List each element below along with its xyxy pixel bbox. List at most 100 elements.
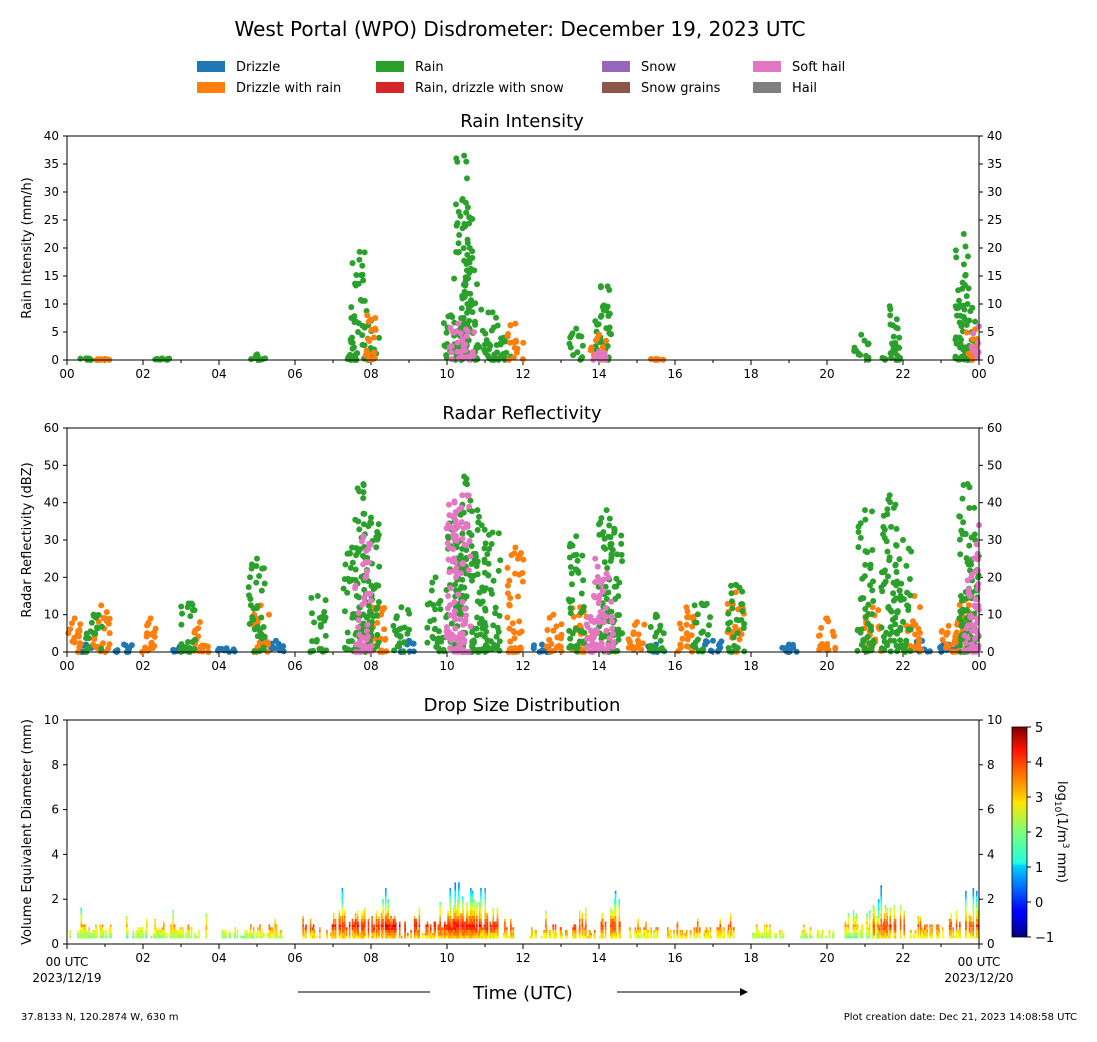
dsd-cell	[434, 935, 437, 939]
dsd-cell	[398, 935, 401, 939]
data-point	[959, 495, 966, 502]
dsd-cell	[480, 927, 482, 930]
legend-swatch	[602, 61, 630, 72]
data-point	[916, 629, 923, 636]
dsd-cell	[775, 932, 778, 936]
dsd-cell	[707, 935, 709, 939]
dsd-cell	[585, 918, 587, 922]
dsd-cell	[585, 935, 587, 939]
data-point	[961, 632, 968, 639]
data-point	[912, 631, 919, 638]
data-point	[260, 645, 267, 652]
dsd-cell	[618, 932, 621, 936]
data-point	[579, 342, 586, 349]
dsd-cell	[604, 935, 607, 939]
dsd-cell	[496, 918, 499, 922]
dsd-cell	[613, 907, 616, 911]
dsd-cell	[375, 916, 378, 919]
dsd-cell	[554, 932, 557, 936]
data-point	[608, 608, 615, 615]
dsd-cell	[385, 918, 388, 922]
dsd-cell	[190, 927, 193, 930]
data-point	[897, 592, 904, 599]
data-point	[479, 598, 486, 605]
dsd-cell	[173, 932, 176, 936]
dsd-cell	[727, 932, 729, 936]
dsd-cell	[589, 935, 591, 939]
dsd-cell	[393, 927, 396, 930]
dsd-cell	[468, 921, 471, 925]
data-point	[915, 639, 922, 646]
dsd-cell	[375, 932, 378, 936]
data-point	[197, 619, 203, 626]
dsd-cell	[579, 924, 581, 928]
dsd-cell	[108, 935, 111, 939]
data-point	[461, 152, 468, 159]
data-point	[881, 638, 888, 645]
dsd-cell	[486, 930, 489, 933]
data-point	[887, 312, 894, 319]
dsd-cell	[431, 935, 433, 939]
data-point	[361, 599, 368, 606]
dsd-cell	[319, 927, 321, 930]
dsd-cell	[439, 924, 441, 928]
dsd-cell	[720, 930, 723, 933]
data-point	[956, 536, 963, 543]
data-point	[462, 282, 469, 289]
dsd-cell	[456, 913, 458, 916]
data-point	[489, 309, 496, 316]
dsd-cell	[413, 935, 416, 939]
dsd-cell	[480, 924, 482, 928]
dsd-cell	[137, 927, 139, 930]
dsd-cell	[504, 932, 506, 936]
dsd-cell	[135, 932, 137, 936]
dsd-cell	[461, 921, 464, 925]
dsd-cell	[455, 918, 457, 922]
dsd-cell	[552, 930, 554, 933]
data-point	[460, 560, 467, 567]
dsd-cell	[144, 935, 147, 939]
dsd-cell	[489, 921, 492, 925]
dsd-cell	[456, 918, 458, 922]
data-point	[728, 582, 735, 589]
data-point	[471, 267, 478, 274]
dsd-cell	[465, 924, 468, 928]
data-point	[199, 642, 206, 649]
dsd-cell	[473, 924, 475, 928]
data-point	[974, 567, 981, 574]
dsd-cell	[473, 927, 475, 930]
dsd-cell	[614, 930, 617, 933]
data-point	[490, 324, 497, 331]
dsd-cell	[504, 930, 506, 933]
data-point	[375, 521, 382, 528]
dsd-cell	[689, 930, 692, 933]
y-tick-label: 20	[44, 570, 59, 584]
dsd-cell	[413, 924, 416, 928]
dsd-cell	[373, 930, 375, 933]
dsd-cell	[685, 930, 688, 933]
dsd-cell	[174, 932, 177, 936]
data-point	[855, 350, 862, 357]
dsd-cell	[462, 913, 464, 916]
dsd-cell	[545, 916, 547, 919]
data-point	[519, 356, 526, 363]
data-point	[349, 559, 356, 566]
dsd-cell	[250, 932, 252, 936]
dsd-cell	[455, 927, 457, 930]
dsd-cell	[600, 927, 603, 930]
data-point	[424, 639, 431, 646]
dsd-cell	[439, 907, 441, 911]
dsd-cell	[670, 930, 672, 933]
dsd-cell	[612, 930, 615, 933]
data-point	[352, 318, 359, 325]
dsd-cell	[613, 935, 616, 939]
dsd-cell	[348, 935, 351, 939]
dsd-cell	[302, 935, 305, 939]
data-point	[355, 594, 362, 601]
dsd-cell	[695, 932, 698, 936]
data-point	[686, 614, 693, 621]
dsd-cell	[382, 904, 384, 908]
dsd-cell	[338, 927, 341, 930]
dsd-cell	[455, 913, 457, 916]
data-point	[657, 637, 664, 644]
